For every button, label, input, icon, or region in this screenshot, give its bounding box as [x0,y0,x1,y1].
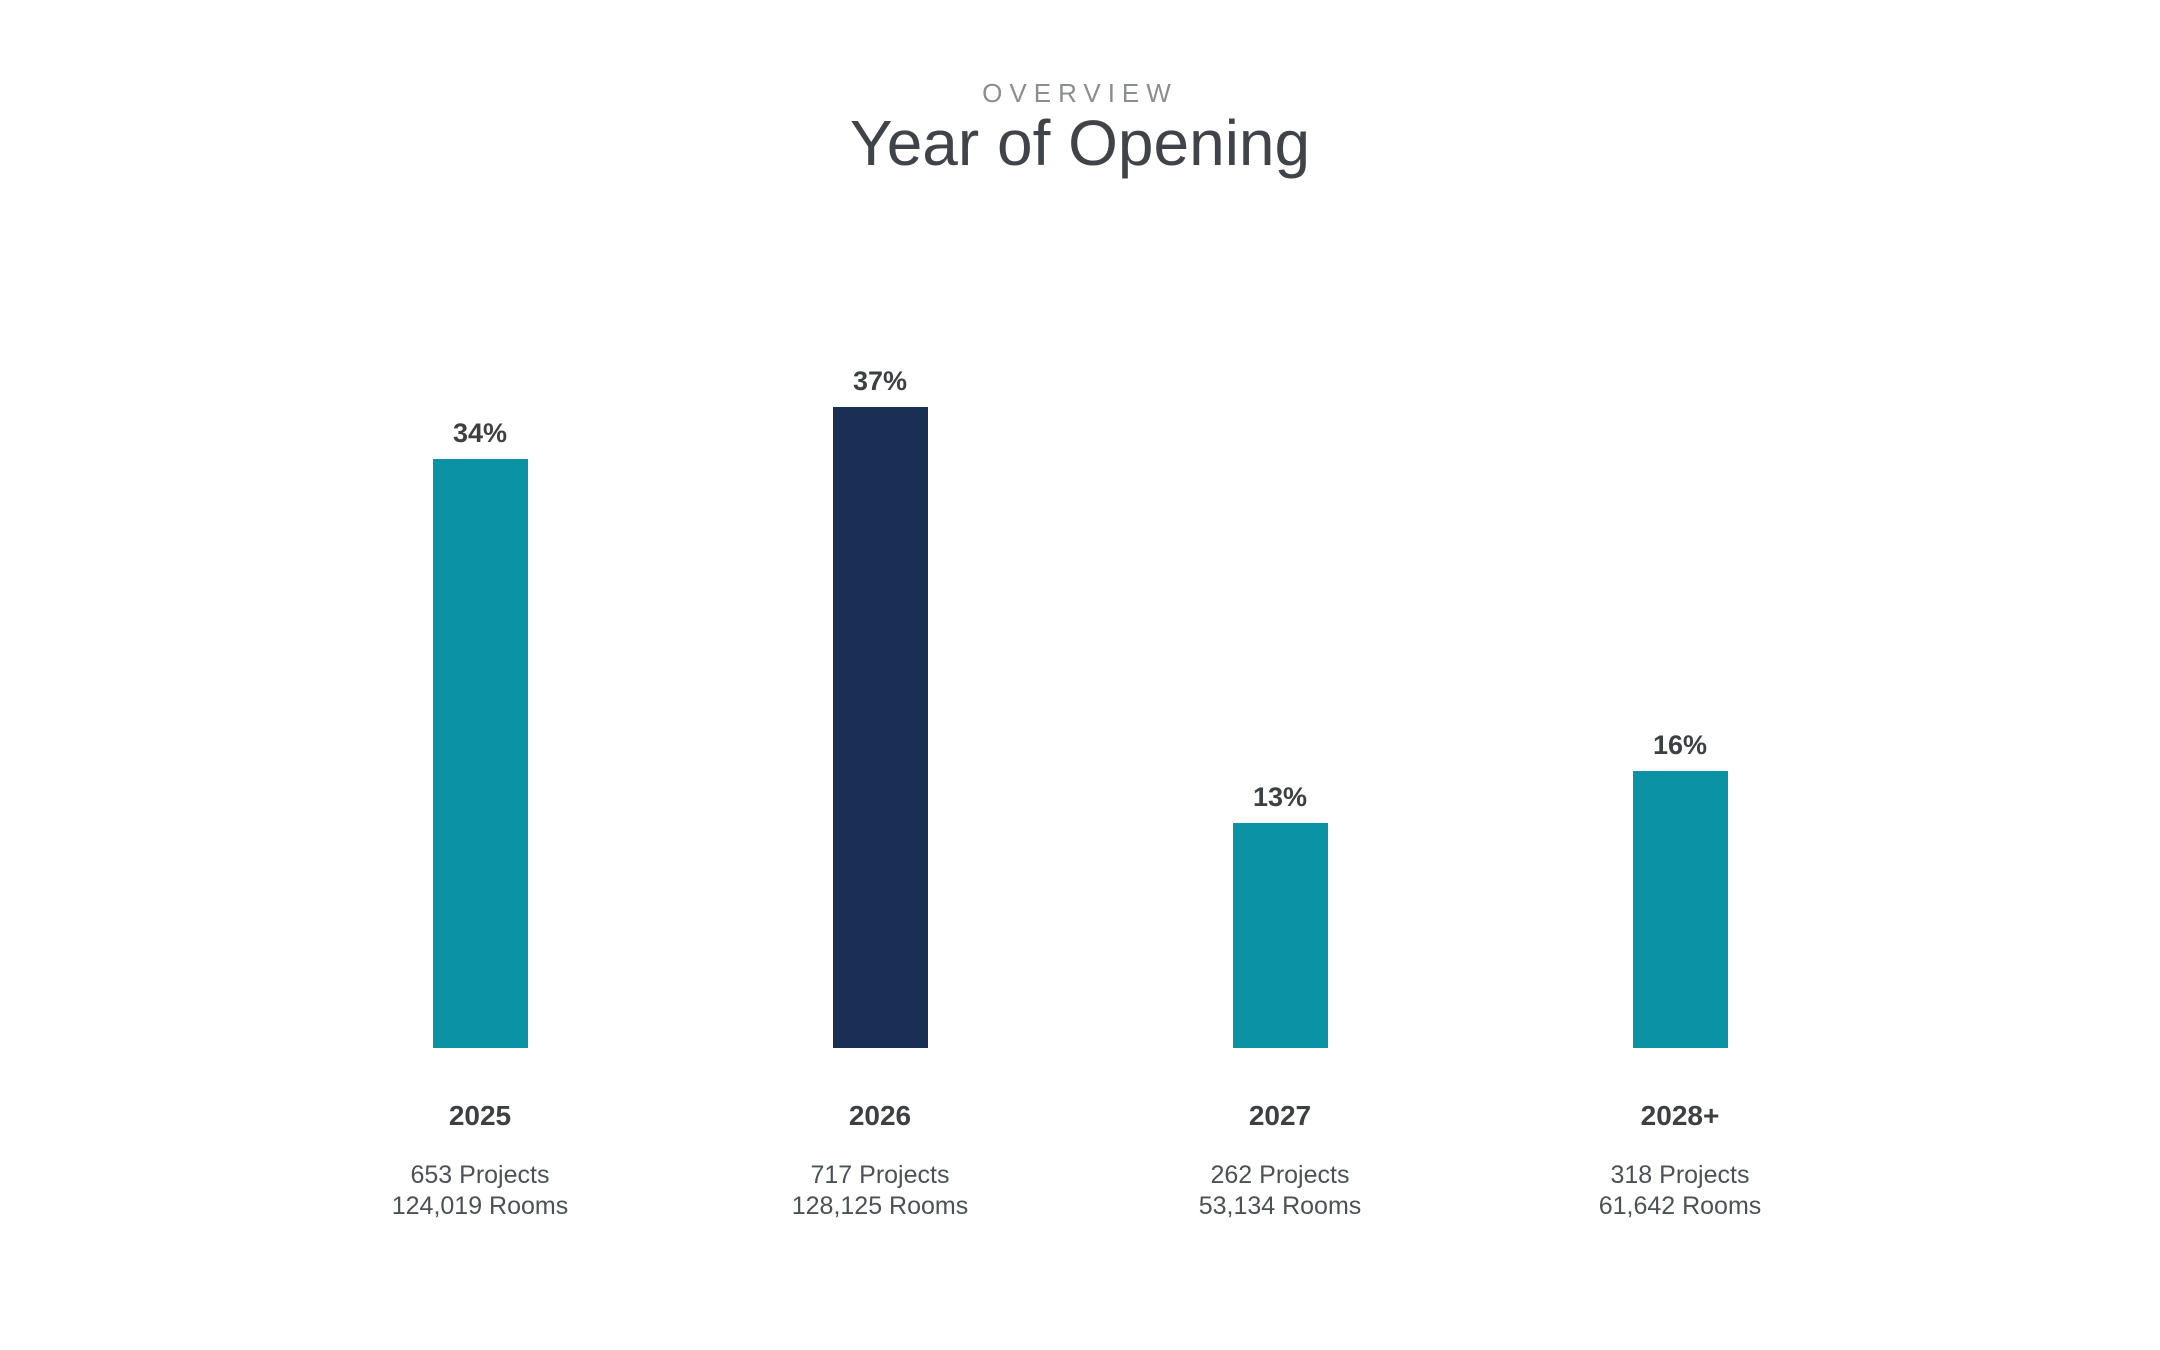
year-label: 2026 [848,1100,912,1131]
projects-label: 318 Projects [1610,1161,1750,1189]
bar-column-2028plus: 16% 2028+ 318 Projects 61,642 Rooms [1480,0,1880,1350]
bar-2027 [1232,823,1328,1048]
year-label: 2027 [1248,1100,1312,1131]
page-title: Year of Opening [849,107,1311,179]
overview-eyebrow: OVERVIEW [982,78,1178,108]
percent-label: 37% [852,366,908,396]
bar-area: 37% [832,0,928,1048]
rooms-label: 53,134 Rooms [1198,1192,1362,1220]
stats-block: 318 Projects 61,642 Rooms [1599,1160,1762,1222]
stats-block: 262 Projects 53,134 Rooms [1199,1160,1362,1222]
percent-label: 13% [1252,782,1308,812]
bar-area: 16% [1632,0,1728,1048]
year-label: 2028+ [1640,1100,1720,1131]
year-label: 2025 [448,1100,512,1131]
rooms-label: 124,019 Rooms [391,1192,569,1220]
bar-2028plus [1632,771,1728,1048]
bar-area: 13% [1232,0,1328,1048]
bar-column-2026: 37% 2026 717 Projects 128,125 Rooms [680,0,1080,1350]
rooms-label: 61,642 Rooms [1598,1192,1762,1220]
stats-block: 653 Projects 124,019 Rooms [392,1160,569,1222]
percent-label: 34% [452,418,508,448]
year-of-opening-bar-chart: 34% 2025 653 Projects 124,019 Rooms 37% … [280,0,1880,1350]
projects-label: 653 Projects [410,1161,550,1189]
bar-2026 [832,407,928,1048]
projects-label: 717 Projects [810,1161,950,1189]
bar-2025 [432,459,528,1048]
percent-label: 16% [1652,730,1708,760]
bar-column-2027: 13% 2027 262 Projects 53,134 Rooms [1080,0,1480,1350]
bar-column-2025: 34% 2025 653 Projects 124,019 Rooms [280,0,680,1350]
stats-block: 717 Projects 128,125 Rooms [792,1160,969,1222]
bar-area: 34% [432,0,528,1048]
projects-label: 262 Projects [1210,1161,1350,1189]
rooms-label: 128,125 Rooms [791,1192,969,1220]
